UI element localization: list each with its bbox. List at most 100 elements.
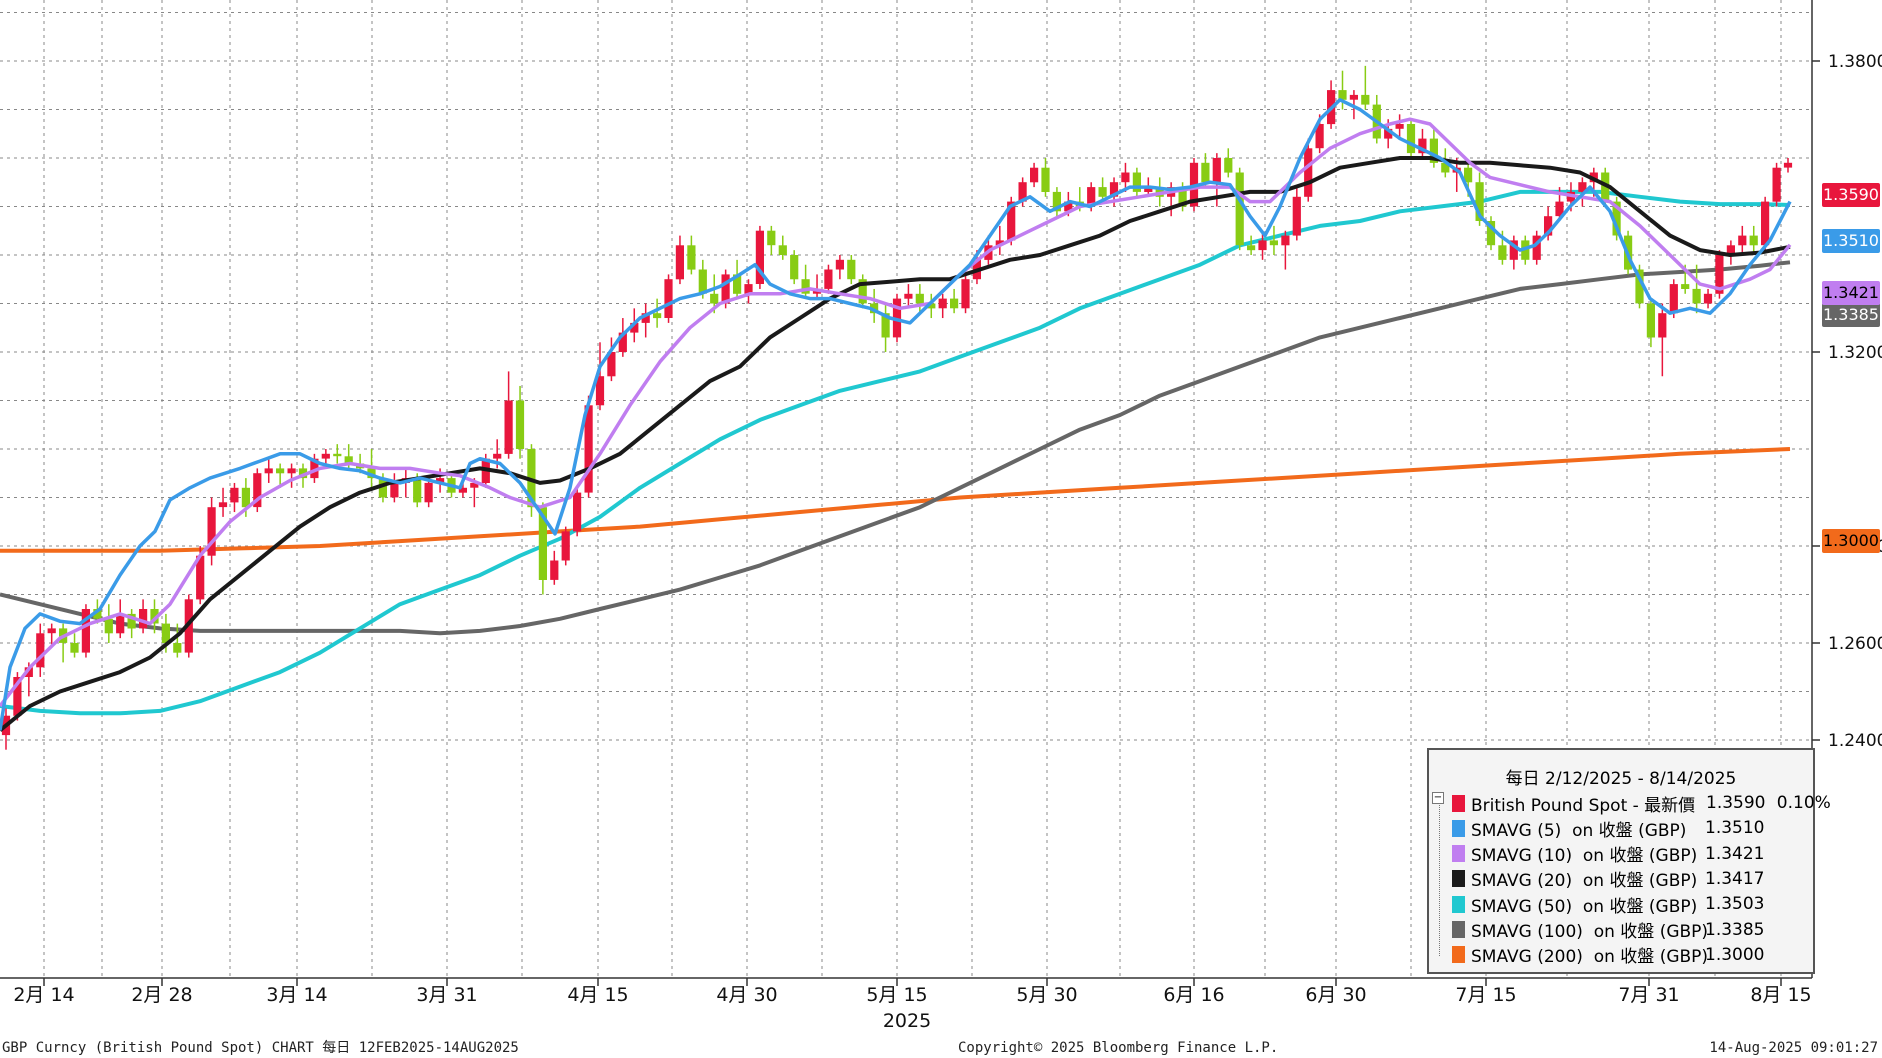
candle-body <box>1395 124 1404 129</box>
candle-body <box>687 245 696 270</box>
candle-body <box>1486 221 1496 246</box>
candle-body <box>241 487 250 508</box>
candle <box>870 288 879 323</box>
candle-body <box>1041 167 1050 192</box>
candle-body <box>321 453 330 459</box>
legend-collapse-icon[interactable]: − <box>1432 792 1444 804</box>
candle-body <box>1212 158 1221 183</box>
footer-chart-description: GBP Curncy (British Pound Spot) CHART 每日… <box>2 1040 519 1056</box>
candle-body <box>630 322 639 333</box>
candle-body <box>36 633 45 668</box>
candle-body <box>1635 269 1644 304</box>
candle <box>858 274 867 309</box>
legend-header: 每日 2/12/2025 - 8/14/2025 <box>1505 769 1737 789</box>
candle <box>812 274 822 299</box>
candle <box>835 255 844 280</box>
footer-timestamp: 14-Aug-2025 09:01:27 <box>1709 1040 1878 1056</box>
candle-body <box>1681 284 1690 289</box>
y-tick-label: 1.2600 <box>1828 634 1882 654</box>
candle <box>36 623 45 677</box>
candle-body <box>93 609 102 619</box>
candle-body <box>927 303 936 309</box>
candle-body <box>653 313 662 319</box>
legend-series-name: SMAVG (200) on 收盤 (GBP) <box>1471 947 1709 968</box>
candle <box>321 449 330 464</box>
candle <box>390 473 399 503</box>
candle-body <box>1544 216 1553 236</box>
candle-body <box>24 667 33 677</box>
sma-50-line <box>0 189 1791 716</box>
y-tick-label: 1.2400 <box>1828 731 1882 751</box>
candle-body <box>1247 245 1256 251</box>
candle <box>276 463 285 488</box>
candle <box>1715 250 1724 299</box>
candle-body <box>1658 313 1667 338</box>
candle <box>1772 162 1781 207</box>
candle <box>1201 153 1210 188</box>
candle <box>1292 187 1301 241</box>
candle <box>218 487 228 517</box>
candle-body <box>161 623 170 643</box>
candle-body <box>493 453 502 459</box>
candle-body <box>1464 167 1473 183</box>
candle <box>733 259 742 299</box>
legend-swatch <box>1452 870 1465 888</box>
candle-body <box>207 507 216 556</box>
candle-body <box>915 293 924 304</box>
candle <box>1235 167 1244 251</box>
candle-body <box>1349 94 1358 100</box>
candle-body <box>1749 235 1758 246</box>
candle-body <box>1726 245 1735 255</box>
x-axis: 2月 14 2月 28 3月 14 3月 31 4月 15 4月 30 5月 15 5月 30… <box>13 978 1812 1006</box>
candle <box>333 444 342 464</box>
candle <box>790 250 799 285</box>
x-axis-year-label: 2025 <box>883 1010 931 1032</box>
x-tick-label: 6月 16 <box>1163 984 1224 1006</box>
candle <box>264 458 273 483</box>
candle <box>744 279 753 304</box>
candle <box>1247 235 1256 255</box>
candle <box>1041 158 1050 197</box>
legend-swatch <box>1452 921 1465 938</box>
candle <box>1338 70 1347 110</box>
candle-body <box>698 269 707 294</box>
candle <box>824 264 833 294</box>
candle <box>1692 264 1701 314</box>
sma-5-line <box>0 98 1792 731</box>
candle-body <box>1098 187 1107 197</box>
candle <box>1121 162 1130 192</box>
candle-body <box>1715 255 1724 294</box>
candle-body <box>1224 158 1233 173</box>
candle-body <box>881 313 890 338</box>
candle-body <box>150 609 159 624</box>
legend-swatch <box>1452 845 1465 863</box>
candle-body <box>515 400 525 449</box>
candle <box>1224 148 1233 178</box>
candle <box>778 235 787 260</box>
candle <box>1635 264 1644 309</box>
candle-body <box>778 245 787 255</box>
candle-body <box>1052 191 1061 212</box>
candle <box>1258 230 1267 260</box>
candle <box>1646 298 1655 348</box>
candle-body <box>378 478 387 498</box>
candle-body <box>1292 196 1301 236</box>
x-tick-label: 4月 30 <box>716 984 777 1006</box>
candle-body <box>1269 240 1278 246</box>
candle-body <box>938 298 947 309</box>
candle-body <box>1669 284 1678 314</box>
candle-body <box>1132 172 1141 192</box>
x-tick-label: 5月 30 <box>1016 984 1077 1006</box>
sma-10-line <box>0 117 1792 708</box>
sma-200-line <box>0 447 1791 553</box>
candle-body <box>573 492 582 532</box>
legend-entry: SMAVG (100) on 收盤 (GBP) 1.3385 <box>1452 918 1765 942</box>
legend-series-value: 1.3417 <box>1705 868 1765 889</box>
candle-body <box>847 259 856 280</box>
candle-body <box>287 468 296 474</box>
candle <box>1783 158 1793 173</box>
candle-body <box>1338 90 1347 100</box>
candle <box>150 599 159 634</box>
candle-body <box>264 468 273 474</box>
